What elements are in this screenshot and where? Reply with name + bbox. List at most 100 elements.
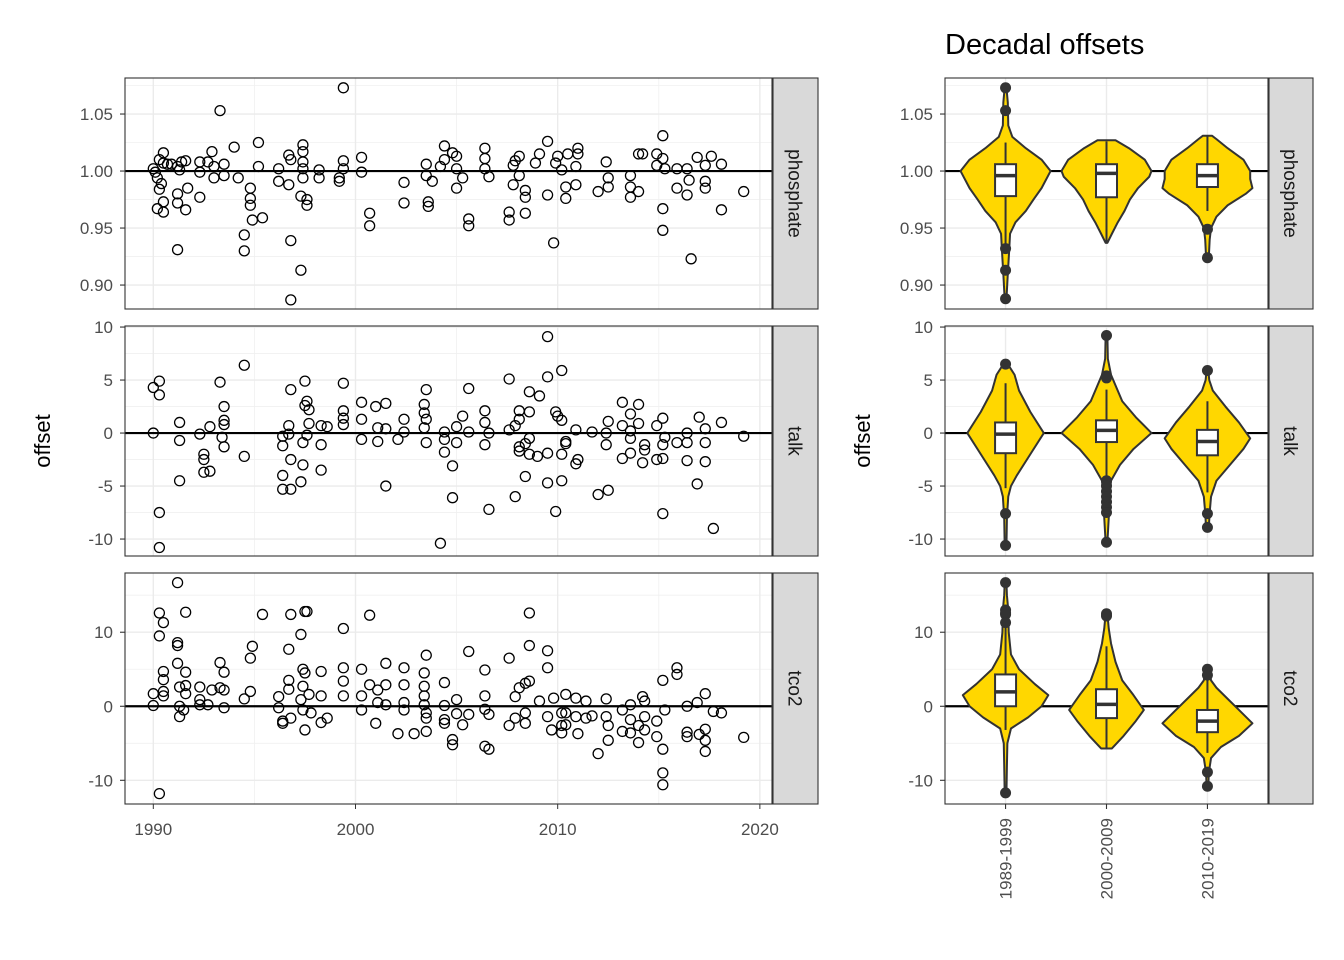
data-point	[632, 417, 645, 430]
data-point	[450, 436, 463, 449]
data-point	[380, 423, 392, 435]
data-point	[256, 212, 269, 224]
data-point	[426, 175, 438, 187]
data-point	[155, 177, 168, 190]
data-point	[370, 400, 382, 413]
data-point	[244, 685, 257, 698]
data-point	[699, 745, 711, 758]
data-point	[273, 690, 285, 703]
data-point	[283, 428, 295, 440]
data-point	[636, 148, 649, 160]
data-point	[560, 437, 572, 450]
data-point	[301, 199, 313, 211]
data-point	[463, 382, 475, 395]
data-point	[153, 375, 166, 387]
data-point	[463, 213, 475, 225]
data-point	[715, 416, 728, 429]
data-point	[238, 359, 250, 371]
data-point	[238, 450, 250, 463]
data-point	[556, 364, 568, 377]
data-point	[252, 160, 265, 173]
data-point	[295, 693, 307, 706]
data-point	[651, 419, 663, 432]
data-point	[541, 189, 554, 201]
x-tick-label: 1989-1999	[997, 818, 1016, 899]
data-point	[420, 436, 432, 449]
panel-border	[124, 325, 773, 557]
data-point	[545, 724, 558, 736]
data-point	[305, 707, 317, 719]
data-point	[333, 172, 345, 184]
data-point	[285, 712, 297, 724]
data-point	[705, 150, 717, 162]
data-point	[550, 505, 562, 518]
data-point	[277, 440, 289, 452]
data-point	[372, 422, 384, 434]
data-point	[638, 444, 651, 456]
outlier-point	[1000, 293, 1012, 305]
data-point	[285, 153, 297, 166]
data-point	[479, 416, 491, 429]
data-point	[299, 724, 311, 736]
data-point	[624, 447, 637, 459]
data-point	[651, 453, 663, 466]
data-point	[624, 169, 637, 182]
data-point	[533, 148, 546, 160]
data-point	[420, 649, 432, 661]
data-point	[519, 191, 531, 203]
data-point	[715, 158, 728, 170]
data-point	[552, 410, 564, 422]
data-point	[420, 707, 432, 719]
data-point	[659, 431, 671, 443]
data-point	[355, 413, 368, 425]
data-point	[450, 421, 463, 433]
data-point	[570, 424, 582, 436]
data-point	[194, 681, 206, 693]
data-point	[173, 434, 186, 447]
data-point	[355, 704, 368, 716]
data-point	[457, 410, 469, 422]
y-tick-label: -5	[918, 477, 933, 496]
data-point	[171, 576, 184, 589]
data-point	[198, 466, 210, 478]
data-point	[337, 675, 350, 687]
data-point	[463, 220, 475, 232]
data-point	[301, 429, 313, 441]
violin-group-2010-2019	[1163, 365, 1252, 533]
data-point	[463, 708, 475, 721]
data-point	[600, 156, 612, 168]
data-point	[398, 704, 410, 716]
data-point	[624, 713, 637, 726]
data-point	[638, 724, 651, 736]
data-point	[509, 712, 521, 724]
data-point	[699, 436, 711, 449]
data-point	[244, 192, 257, 205]
data-point	[657, 779, 669, 791]
data-point	[418, 667, 430, 679]
data-point	[285, 383, 297, 396]
panel-border	[944, 325, 1269, 557]
y-tick-label: 0.90	[80, 276, 113, 295]
y-tick-label: 10	[94, 623, 113, 642]
data-point	[283, 683, 295, 695]
data-point	[659, 163, 671, 175]
data-point	[337, 662, 350, 674]
data-point	[285, 483, 297, 495]
data-point	[541, 135, 554, 148]
data-point	[699, 456, 711, 468]
data-point	[337, 690, 350, 702]
data-point	[218, 702, 230, 714]
box-iqr	[1095, 163, 1118, 199]
data-point	[547, 237, 560, 249]
data-point	[194, 166, 206, 178]
data-point	[398, 197, 410, 209]
data-point	[232, 172, 244, 184]
data-point	[693, 411, 705, 423]
data-point	[657, 130, 669, 142]
data-point	[180, 204, 192, 216]
facet-strip	[1268, 77, 1314, 310]
data-point	[285, 294, 297, 306]
data-point	[503, 652, 515, 664]
data-point	[398, 679, 410, 691]
data-point	[285, 608, 297, 621]
